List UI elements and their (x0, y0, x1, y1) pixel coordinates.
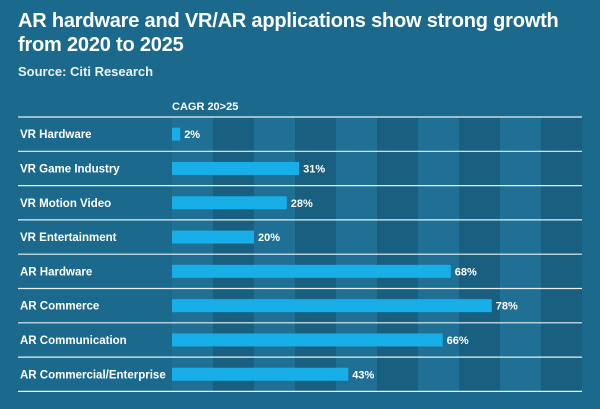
category-label: AR Communication (20, 335, 127, 347)
bar (172, 127, 181, 141)
value-label: 78% (496, 301, 518, 313)
bar (172, 367, 349, 381)
value-label: 68% (455, 266, 477, 278)
category-label: AR Commerce (20, 301, 99, 313)
value-label: 43% (352, 369, 374, 381)
category-label: VR Hardware (20, 129, 92, 141)
chart-title: AR hardware and VR/AR applications show … (18, 10, 559, 56)
bar (172, 196, 287, 210)
value-label: 66% (447, 335, 469, 347)
category-label: VR Entertainment (20, 232, 117, 244)
category-label: AR Commercial/Enterprise (20, 369, 166, 381)
column-header: CAGR 20>25 (172, 101, 238, 113)
bar (172, 333, 443, 347)
value-label: 28% (291, 198, 313, 210)
category-label: AR Hardware (20, 266, 92, 278)
bar (172, 264, 451, 278)
value-label: 20% (258, 232, 280, 244)
category-label: VR Motion Video (20, 198, 111, 210)
chart-rows: VR Hardware 2% VR Game Industry 31% VR Motio… (18, 116, 582, 392)
bar (172, 299, 492, 313)
chart-source: Source: Citi Research (18, 64, 154, 79)
bar (172, 161, 300, 175)
category-label: VR Game Industry (20, 163, 120, 175)
value-label: 31% (303, 163, 325, 175)
bar (172, 230, 254, 244)
value-label: 2% (184, 129, 200, 141)
